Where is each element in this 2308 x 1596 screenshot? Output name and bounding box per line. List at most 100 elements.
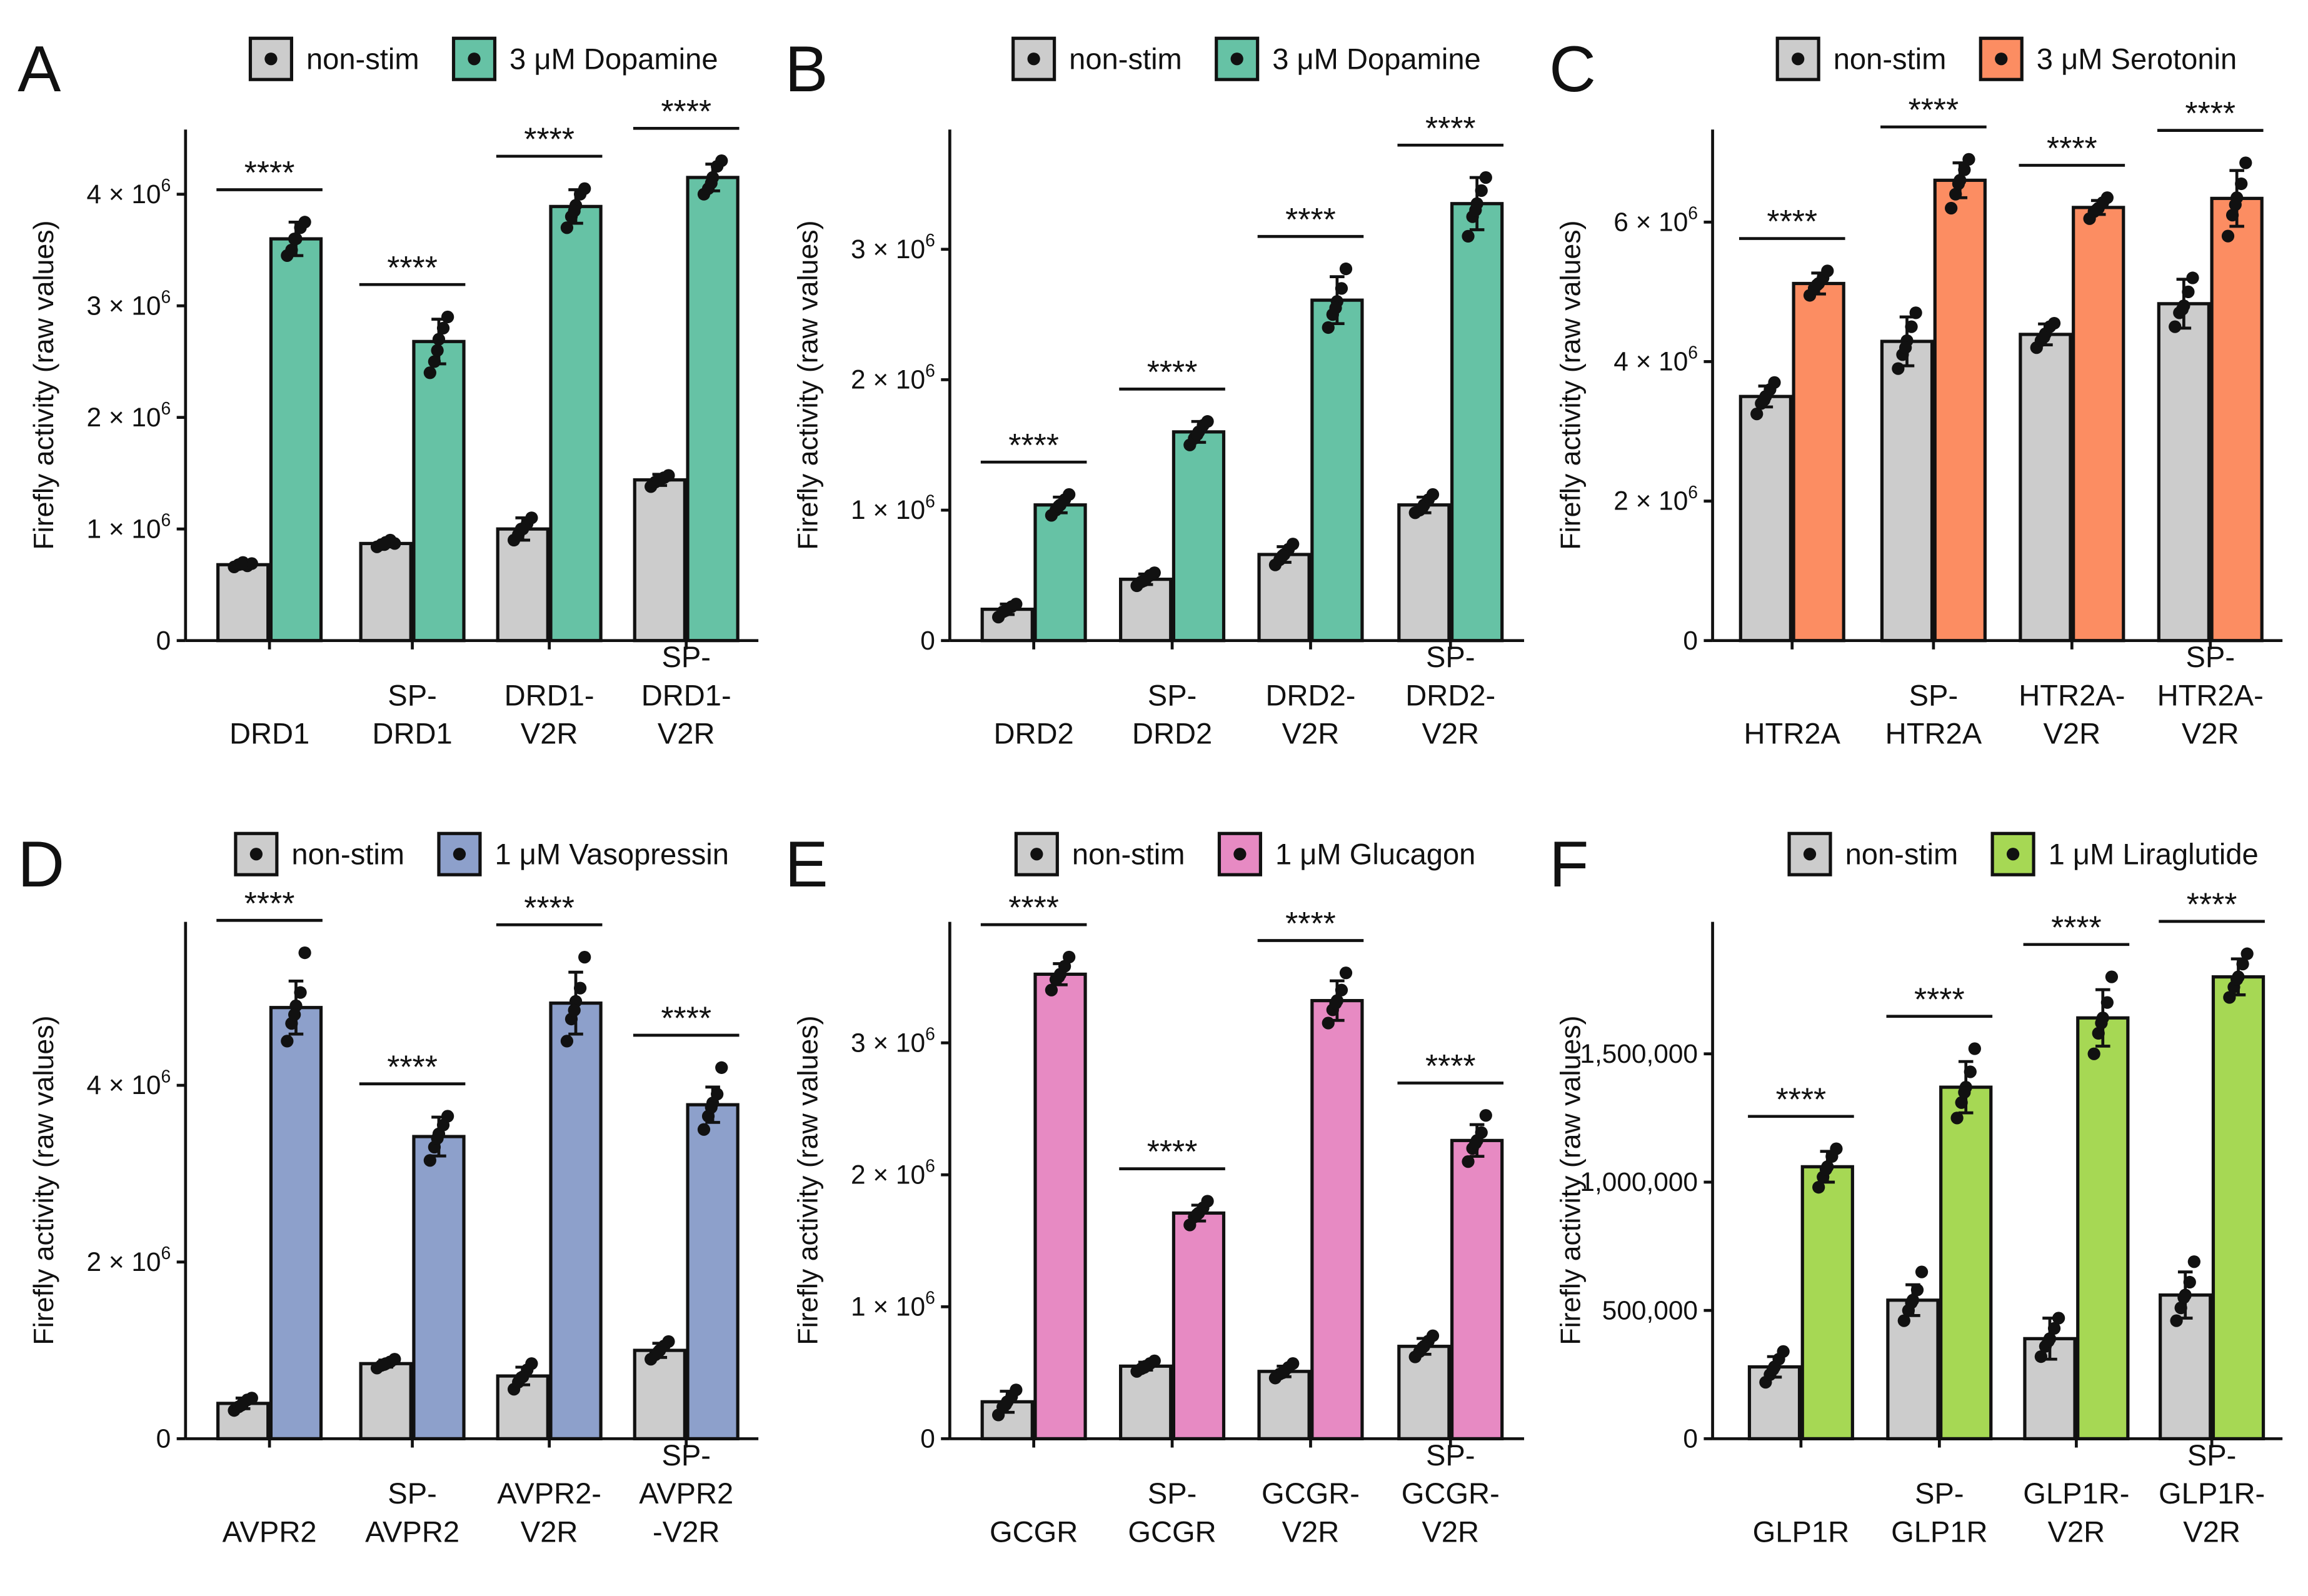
bar-stimulus xyxy=(2211,975,2265,1441)
bar-stimulus xyxy=(549,204,603,643)
y-tick-label: 3 × 106 xyxy=(851,1023,935,1057)
panel-letter: F xyxy=(1549,828,1588,900)
y-tick-label: 0 xyxy=(920,1424,935,1453)
x-tick-label: DRD1- xyxy=(641,678,731,711)
data-point xyxy=(2092,1026,2105,1040)
bar-control xyxy=(496,527,549,643)
data-point xyxy=(1416,501,1429,514)
bar-control xyxy=(2157,302,2210,643)
y-tick-label: 0 xyxy=(156,1424,171,1453)
y-tick-label: 2 × 106 xyxy=(1613,482,1698,516)
legend-key-dot xyxy=(1027,53,1040,66)
data-point xyxy=(423,366,436,379)
y-tick-label: 2 × 106 xyxy=(851,361,935,394)
x-tick-label: V2R xyxy=(521,1515,578,1548)
data-point xyxy=(1322,321,1335,334)
data-point xyxy=(1469,1137,1482,1150)
bar-control xyxy=(633,1348,686,1441)
x-tick-label: SP- xyxy=(2185,640,2235,673)
data-point xyxy=(1892,362,1905,375)
data-point xyxy=(1201,1195,1214,1208)
x-tick-label: V2R xyxy=(2044,717,2101,750)
legend-key-dot xyxy=(2006,848,2020,861)
data-point xyxy=(288,232,301,246)
data-point xyxy=(2239,156,2252,169)
significance-label: **** xyxy=(524,121,574,158)
data-point xyxy=(1190,1208,1204,1221)
x-tick-label: DRD2- xyxy=(1405,678,1495,711)
data-point xyxy=(1962,153,1975,166)
legend-key-dot xyxy=(468,53,481,66)
x-tick-label: HTR2A- xyxy=(2157,678,2264,711)
data-point xyxy=(999,604,1013,617)
bar-stimulus xyxy=(1939,1085,1993,1441)
bar-stimulus xyxy=(2210,196,2264,643)
data-point xyxy=(1475,1126,1488,1139)
x-tick-label: HTR2A xyxy=(1744,717,1841,750)
bar-stimulus xyxy=(1450,1138,1504,1441)
data-point xyxy=(1469,204,1482,217)
data-point xyxy=(1148,566,1161,580)
x-tick-label: SP- xyxy=(1915,1477,1964,1510)
y-tick-label: 4 × 106 xyxy=(86,1066,171,1100)
legend-label-stimulus: 3 μM Serotonin xyxy=(2037,43,2237,76)
bar-stimulus xyxy=(2076,1016,2130,1441)
legend-key-dot xyxy=(1030,848,1043,861)
data-point xyxy=(245,557,258,570)
x-tick-label: SP- xyxy=(388,1477,437,1510)
data-point xyxy=(1812,1181,1825,1194)
data-point xyxy=(578,951,591,964)
data-point xyxy=(2105,970,2119,983)
data-point xyxy=(288,1008,301,1021)
y-tick-label: 4 × 106 xyxy=(86,175,171,209)
data-point xyxy=(560,221,574,234)
y-tick-label: 1,500,000 xyxy=(1580,1039,1698,1068)
data-point xyxy=(578,182,591,195)
data-point xyxy=(1339,262,1353,276)
y-tick-label: 3 × 106 xyxy=(851,230,935,264)
data-point xyxy=(2042,1335,2055,1348)
data-point xyxy=(2177,1291,2190,1304)
data-point xyxy=(1897,1314,1910,1327)
legend: non-stim 1 μM Vasopressin xyxy=(234,831,729,876)
data-point xyxy=(662,1335,675,1348)
data-point xyxy=(1479,171,1492,184)
x-tick-label: SP- xyxy=(1426,640,1475,673)
data-point xyxy=(1479,1109,1492,1122)
legend-label-stimulus: 1 μM Vasopressin xyxy=(494,838,729,871)
data-point xyxy=(2183,1275,2196,1289)
bar-control xyxy=(1397,1345,1451,1441)
data-point xyxy=(2052,1312,2065,1325)
data-point xyxy=(441,1110,454,1123)
y-axis-title: Firefly activity (raw values) xyxy=(28,220,59,550)
legend-key-dot xyxy=(1233,848,1247,861)
x-tick-label: SP- xyxy=(2187,1438,2237,1472)
data-point xyxy=(2235,177,2248,191)
data-point xyxy=(568,1003,581,1017)
y-tick-label: 1 × 106 xyxy=(851,491,935,524)
x-tick-label: V2R xyxy=(658,717,715,750)
significance-label: **** xyxy=(1909,92,1959,128)
data-point xyxy=(1329,301,1342,314)
data-point xyxy=(1910,1283,1924,1297)
data-point xyxy=(2182,285,2195,298)
data-point xyxy=(1052,970,1065,983)
panel-letter: A xyxy=(18,33,61,105)
legend-key-stimulus xyxy=(1215,36,1260,81)
data-point xyxy=(1952,177,1965,191)
x-tick-label: GCGR xyxy=(990,1515,1078,1548)
y-tick-label: 3 × 106 xyxy=(86,286,171,320)
data-point xyxy=(1830,1142,1843,1155)
data-point xyxy=(388,1353,401,1366)
data-point xyxy=(1063,950,1076,964)
data-point xyxy=(2034,1350,2047,1363)
data-point xyxy=(573,981,587,995)
data-point xyxy=(1045,983,1058,996)
legend-key-dot xyxy=(1803,848,1817,861)
significance-label: **** xyxy=(1008,427,1059,463)
y-tick-label: 0 xyxy=(1683,1424,1698,1453)
significance-label: **** xyxy=(1008,890,1059,926)
data-point xyxy=(428,355,441,368)
